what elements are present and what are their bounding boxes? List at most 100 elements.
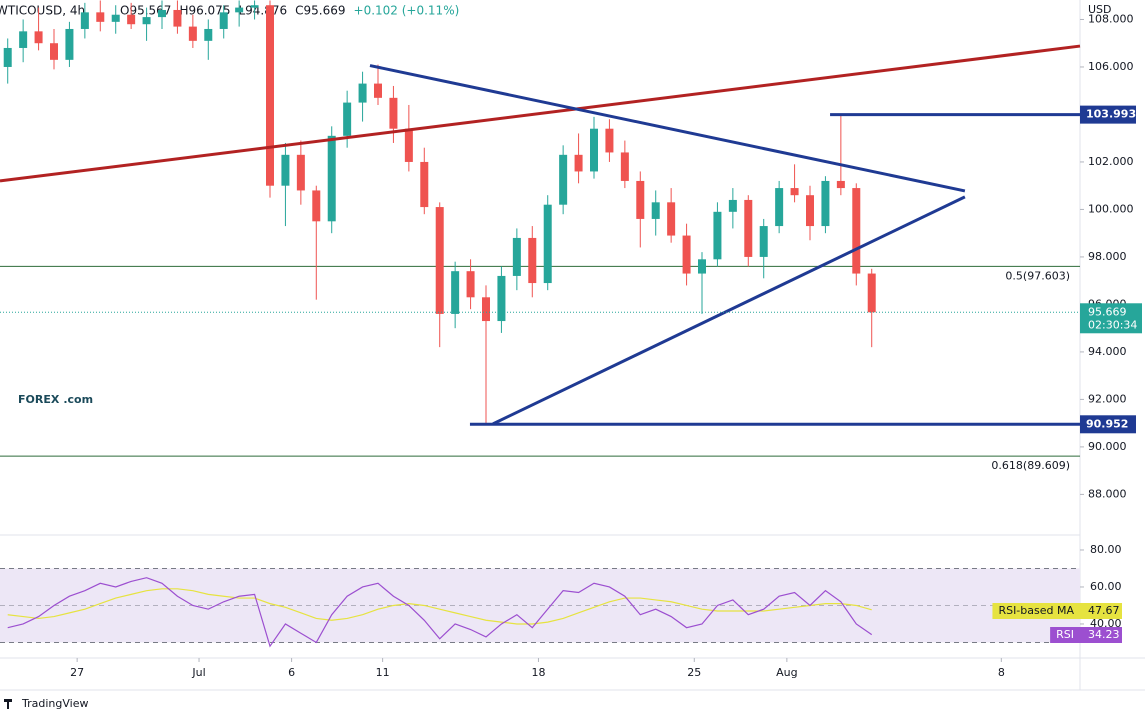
candle-body (559, 154, 568, 205)
level-label: 103.993 (1086, 108, 1136, 121)
candle-body (65, 28, 74, 60)
y-tick-label: 90.000 (1088, 440, 1127, 453)
candle-body (590, 128, 598, 172)
candle-body (852, 188, 861, 274)
candle-body (19, 31, 28, 48)
candle-body (96, 12, 105, 22)
candle-body (312, 190, 321, 222)
candle-body (667, 202, 676, 236)
candle-body (744, 199, 753, 257)
x-tick-label: 25 (687, 666, 701, 679)
candle-body (127, 14, 136, 25)
x-tick-label: 18 (531, 666, 545, 679)
rsi-y-tick-label: 80.00 (1090, 543, 1122, 556)
candle-body (50, 43, 58, 60)
candle-body (34, 31, 43, 44)
x-tick-label: 6 (288, 666, 295, 679)
rsi-legend: RSI-based MA (998, 604, 1074, 617)
ohlc-value: L94.876 (238, 4, 287, 18)
candle-body (296, 154, 305, 191)
candle-body (836, 180, 845, 189)
candle-body (775, 188, 784, 227)
trendline (0, 44, 1081, 183)
candle-body (482, 297, 490, 322)
y-tick-label: 108.000 (1088, 12, 1134, 25)
rsi-value-label: 47.67 (1088, 604, 1120, 617)
last-price-label: 95.669 (1088, 305, 1127, 318)
candle-body (651, 202, 660, 219)
candle-body (512, 237, 521, 276)
countdown: 02:30:34 (1088, 318, 1137, 331)
logo: FOREX (18, 393, 60, 406)
candle-body (80, 12, 89, 29)
rsi-legend-box (1050, 627, 1080, 643)
candle-body (266, 5, 274, 186)
candle-body (543, 204, 552, 284)
candle-body (188, 26, 197, 41)
candle-body (343, 102, 352, 136)
candle-body (158, 9, 166, 18)
candle-body (620, 152, 629, 181)
y-tick-label: 102.000 (1088, 155, 1134, 168)
candle-body (250, 5, 259, 8)
x-tick-label: 8 (998, 666, 1005, 679)
candle-body (451, 271, 460, 314)
rsi-y-tick-label: 60.00 (1090, 580, 1122, 593)
candle-body (404, 128, 413, 162)
candle-body (327, 135, 336, 222)
candle-body (497, 275, 506, 322)
symbol: WTICOUSD, 4h (0, 4, 85, 18)
rsi-line (7, 588, 872, 625)
y-tick-label: 106.000 (1088, 60, 1134, 73)
candle-body (219, 12, 228, 29)
currency: USD (1088, 3, 1112, 16)
candle-body (605, 128, 614, 153)
rsi-value-label: 34.23 (1088, 628, 1120, 641)
candle-body (235, 7, 244, 13)
candle-body (111, 14, 120, 22)
candle-body (420, 161, 429, 208)
y-tick-label: 100.000 (1088, 202, 1134, 215)
trendline (369, 64, 966, 193)
candle-body (574, 154, 583, 172)
ohlc-value: C95.669 (295, 4, 345, 18)
x-tick-label: 11 (376, 666, 390, 679)
rsi-y-tick-label: 40.00 (1090, 617, 1122, 630)
ohlc-value: +0.102 (+0.11%) (354, 4, 460, 18)
rsi-value-tag (1080, 627, 1122, 643)
candle-body (528, 237, 537, 284)
rsi-line (7, 577, 873, 648)
x-tick-label: Aug (776, 666, 797, 679)
candle-body (713, 211, 722, 260)
candle-body (821, 180, 830, 227)
rsi-legend-box (992, 603, 1080, 619)
y-tick-label: 94.000 (1088, 345, 1127, 358)
trendline (492, 195, 966, 426)
level-tag (1080, 105, 1136, 124)
candle-body (636, 180, 645, 219)
footer: TradingView (21, 697, 88, 710)
logo-suffix: .com (63, 393, 93, 406)
candle-body (204, 28, 213, 41)
footer-icon (4, 699, 12, 709)
candle-body (728, 199, 737, 212)
candle-body (790, 188, 799, 196)
candle-body (3, 47, 12, 67)
candle-body (698, 259, 706, 274)
level-label: 90.952 (1086, 417, 1128, 430)
candle-body (358, 83, 367, 103)
y-tick-label: 88.000 (1088, 487, 1127, 500)
candle-body (867, 273, 876, 313)
candle-body (374, 83, 382, 98)
candle-body (682, 235, 691, 274)
candle-body (173, 9, 182, 27)
y-tick-label: 92.000 (1088, 392, 1127, 405)
ohlc-value: H96.075 (179, 4, 230, 18)
fib-label: 0.5(97.603) (1005, 269, 1070, 282)
candle-body (806, 195, 814, 227)
candle-body (466, 271, 475, 298)
fib-label: 0.618(89.609) (991, 459, 1070, 472)
last-price-tag (1080, 303, 1142, 334)
level-tag (1080, 415, 1136, 434)
